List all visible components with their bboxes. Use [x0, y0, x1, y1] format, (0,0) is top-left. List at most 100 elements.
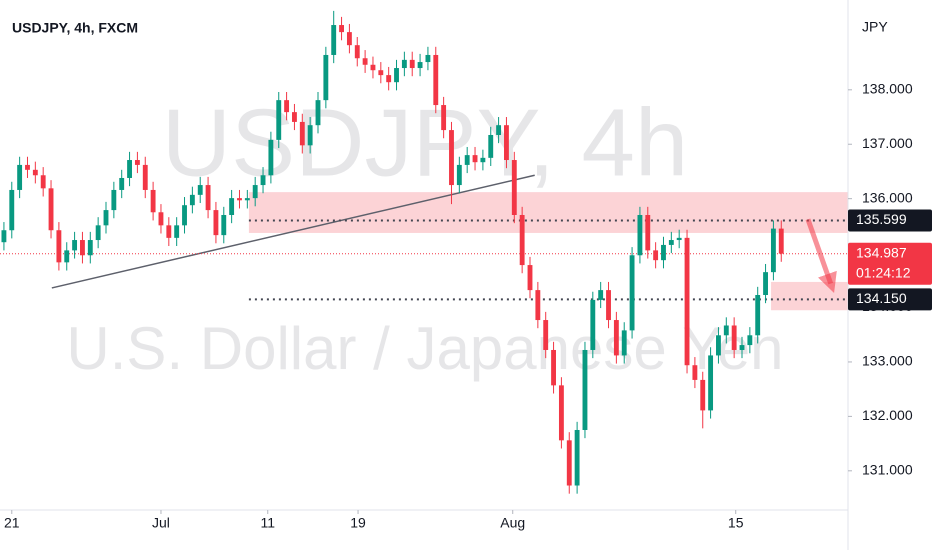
candle-body [205, 185, 211, 211]
candle-body [80, 240, 85, 256]
candle-body [197, 185, 203, 195]
candle-body [598, 290, 604, 300]
x-tick-label: 19 [350, 515, 366, 531]
candle-body [331, 25, 337, 55]
candle-body [315, 100, 321, 126]
candle-body [95, 225, 101, 241]
candle-body [747, 335, 753, 346]
candle-body [778, 228, 784, 254]
candle-body [48, 188, 54, 231]
candle-body [653, 250, 659, 261]
price-label-box [848, 288, 932, 311]
candle-body [582, 349, 588, 430]
candle-body [189, 194, 195, 206]
candle-body [32, 169, 38, 176]
zone [771, 281, 848, 311]
candle-body [158, 212, 164, 226]
candle-body [425, 54, 431, 63]
arrow [805, 218, 837, 294]
candle-body [40, 175, 46, 189]
y-tick-label: 132.000 [862, 407, 913, 423]
candle-body [763, 272, 768, 296]
candle-body [739, 345, 745, 350]
candle-body [268, 139, 274, 176]
candle-body [182, 205, 187, 226]
candle-body [668, 240, 674, 245]
price-label: 134.987 [856, 245, 907, 261]
candle-body [723, 325, 729, 336]
candle-body [504, 125, 509, 161]
chart-title: USDJPY, 4h, FXCM [12, 20, 138, 36]
candle-body [339, 25, 344, 33]
candle-body [661, 244, 666, 261]
candle-body [244, 198, 250, 201]
price-label-box [848, 242, 932, 285]
candle-body [111, 189, 117, 211]
watermark: USDJPY, 4h U.S. Dollar / Japanese Yen [66, 89, 783, 381]
price-label: 135.599 [856, 211, 907, 227]
candle-body [394, 68, 399, 83]
zone [248, 192, 849, 233]
candle-body [166, 225, 172, 238]
candle-body [590, 299, 596, 350]
x-tick-label: 11 [260, 515, 275, 531]
candle-body [401, 59, 407, 69]
candle-body [621, 330, 627, 356]
candle-body [174, 225, 180, 238]
candle-body [346, 32, 352, 46]
candle-body [731, 325, 737, 350]
price-label-box [848, 209, 932, 232]
candle-body [708, 355, 714, 411]
candle-body [127, 160, 132, 178]
candle-body [637, 214, 643, 256]
candle-body [134, 160, 140, 165]
x-tick-label: 15 [728, 515, 744, 531]
watermark-description: U.S. Dollar / Japanese Yen [66, 315, 783, 382]
candle-body [700, 379, 706, 411]
candle-body [606, 290, 611, 321]
candle-body [260, 175, 266, 186]
candle-body [17, 164, 23, 190]
candle-body [566, 440, 572, 486]
candle-body [645, 214, 651, 251]
price-label: 134.150 [856, 290, 907, 306]
candle-body [370, 64, 376, 71]
x-tick-label: 21 [4, 515, 20, 531]
candle-body [472, 155, 478, 163]
candle-body [299, 121, 305, 146]
y-tick-label: 133.000 [862, 353, 913, 369]
candle-body [496, 125, 502, 135]
candle-body [770, 228, 776, 273]
candle-body [150, 189, 156, 213]
trendline [51, 174, 535, 289]
candle-body [292, 112, 297, 122]
candle-body [284, 100, 290, 113]
candle-body [119, 177, 125, 190]
candle-body [25, 164, 30, 170]
x-tick-label: Aug [500, 515, 525, 531]
candle-body [252, 185, 258, 199]
y-tick-label: 131.000 [862, 462, 913, 478]
candle-body [755, 295, 761, 336]
candle-body [386, 75, 392, 83]
candle-body [692, 365, 698, 380]
y-tick-label: 137.000 [862, 135, 913, 151]
candle-body [307, 125, 313, 146]
candle-body [433, 54, 439, 106]
candle-body [613, 320, 619, 356]
watermark-symbol: USDJPY, 4h [162, 89, 689, 196]
candle-body [72, 240, 78, 251]
candle-body [142, 164, 148, 190]
candle-body [456, 164, 462, 186]
candle-body [87, 240, 93, 256]
candle-body [237, 198, 242, 201]
currency-label: JPY [862, 19, 888, 35]
candle-body [519, 214, 525, 266]
candle-body [551, 349, 556, 386]
candle-body [362, 58, 368, 65]
candle-body [535, 290, 541, 321]
candle-body [488, 134, 494, 158]
x-tick-label: Jul [152, 515, 170, 531]
